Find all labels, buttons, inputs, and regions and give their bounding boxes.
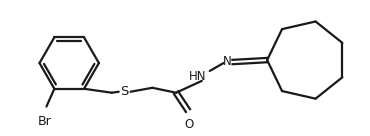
- Text: O: O: [184, 118, 194, 132]
- Text: S: S: [121, 85, 129, 98]
- Text: N: N: [223, 55, 232, 68]
- Text: Br: Br: [38, 115, 51, 129]
- Text: HN: HN: [189, 70, 206, 83]
